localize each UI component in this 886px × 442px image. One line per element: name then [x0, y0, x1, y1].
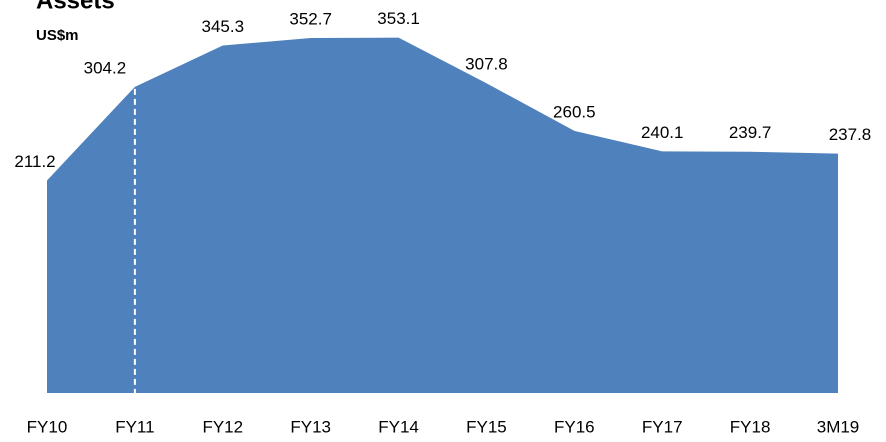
x-tick-label: FY14	[378, 417, 419, 436]
area	[47, 37, 838, 394]
x-tick-label: FY10	[27, 417, 68, 436]
data-label: 260.5	[553, 102, 596, 121]
x-tick-label: FY16	[554, 417, 595, 436]
chart-subtitle: US$m	[36, 27, 79, 44]
x-tick-label: 3M19	[817, 417, 860, 436]
data-label: 237.8	[829, 125, 872, 144]
data-label: 211.2	[14, 152, 55, 171]
data-label: 345.3	[202, 17, 245, 36]
data-label: 240.1	[641, 123, 684, 142]
x-tick-label: FY13	[290, 417, 331, 436]
x-tick-label: FY12	[202, 417, 243, 436]
x-tick-label: FY15	[466, 417, 507, 436]
x-tick-label: FY17	[642, 417, 683, 436]
chart-title: Assets	[36, 0, 115, 14]
data-label: 304.2	[84, 58, 127, 77]
x-tick-label: FY11	[115, 417, 154, 436]
data-label: 307.8	[465, 55, 508, 74]
data-label: 353.1	[377, 9, 420, 28]
data-label: 352.7	[289, 10, 332, 29]
x-tick-label: FY18	[730, 417, 771, 436]
data-label: 239.7	[729, 123, 772, 142]
